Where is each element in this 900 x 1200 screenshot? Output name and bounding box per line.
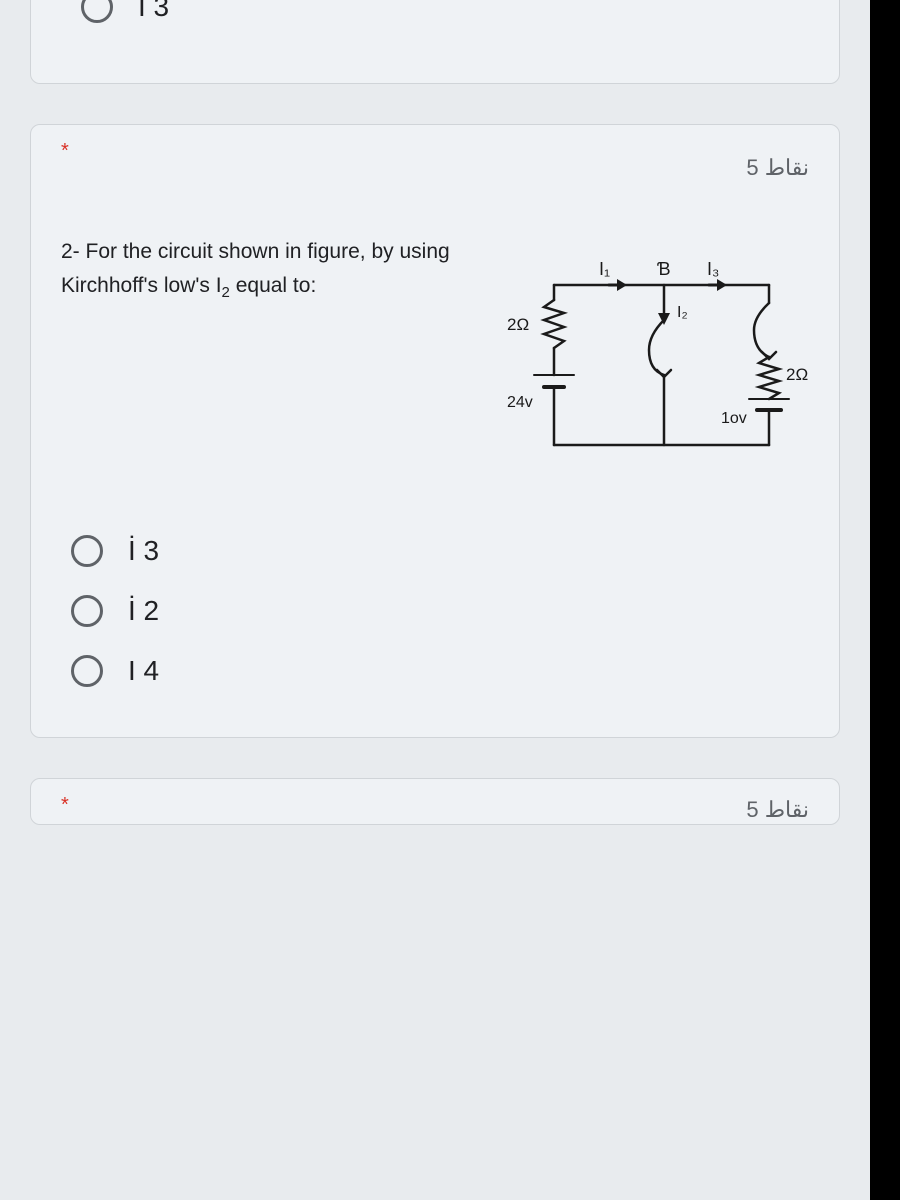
points-label: نقاط 5 [746,797,809,823]
previous-question-card: İ 3 [30,0,840,84]
next-question-card: * نقاط 5 [30,778,840,825]
radio-icon [71,595,103,627]
label-i1: I₁ [599,259,610,279]
label-b: Ɓ [657,259,671,279]
option-label: İ 2 [128,595,159,627]
radio-icon [81,0,113,23]
label-i2: I₂ [677,304,688,321]
question-text: 2- For the circuit shown in figure, by u… [61,235,469,305]
required-marker: * [61,794,69,817]
radio-option-2[interactable]: İ 2 [71,595,809,627]
radio-icon [71,535,103,567]
option-label: İ 3 [128,535,159,567]
label-r2: 2Ω [786,365,808,384]
circuit-diagram: I₁ Ɓ I₃ I₂ 2Ω 2Ω 24v 1ov [499,235,809,475]
label-v1: 24v [507,394,533,411]
radio-option[interactable]: İ 3 [81,0,809,23]
radio-option-1[interactable]: İ 3 [71,535,809,567]
points-label: نقاط 5 [746,155,809,181]
question-card: * نقاط 5 2- For the circuit shown in fig… [30,124,840,738]
required-marker: * [61,140,69,163]
label-i3: I₃ [707,259,719,279]
radio-option-3[interactable]: I 4 [71,655,809,687]
label-r1: 2Ω [507,315,529,334]
label-v2: 1ov [721,410,747,427]
phone-bezel [870,0,900,1200]
options-group: İ 3 İ 2 I 4 [71,535,809,687]
radio-icon [71,655,103,687]
option-label: İ 3 [138,0,169,23]
option-label: I 4 [128,655,159,687]
